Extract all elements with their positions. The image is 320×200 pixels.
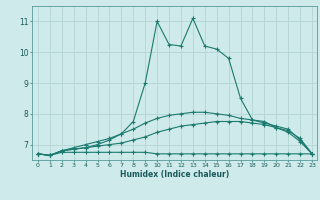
X-axis label: Humidex (Indice chaleur): Humidex (Indice chaleur) xyxy=(120,170,229,179)
